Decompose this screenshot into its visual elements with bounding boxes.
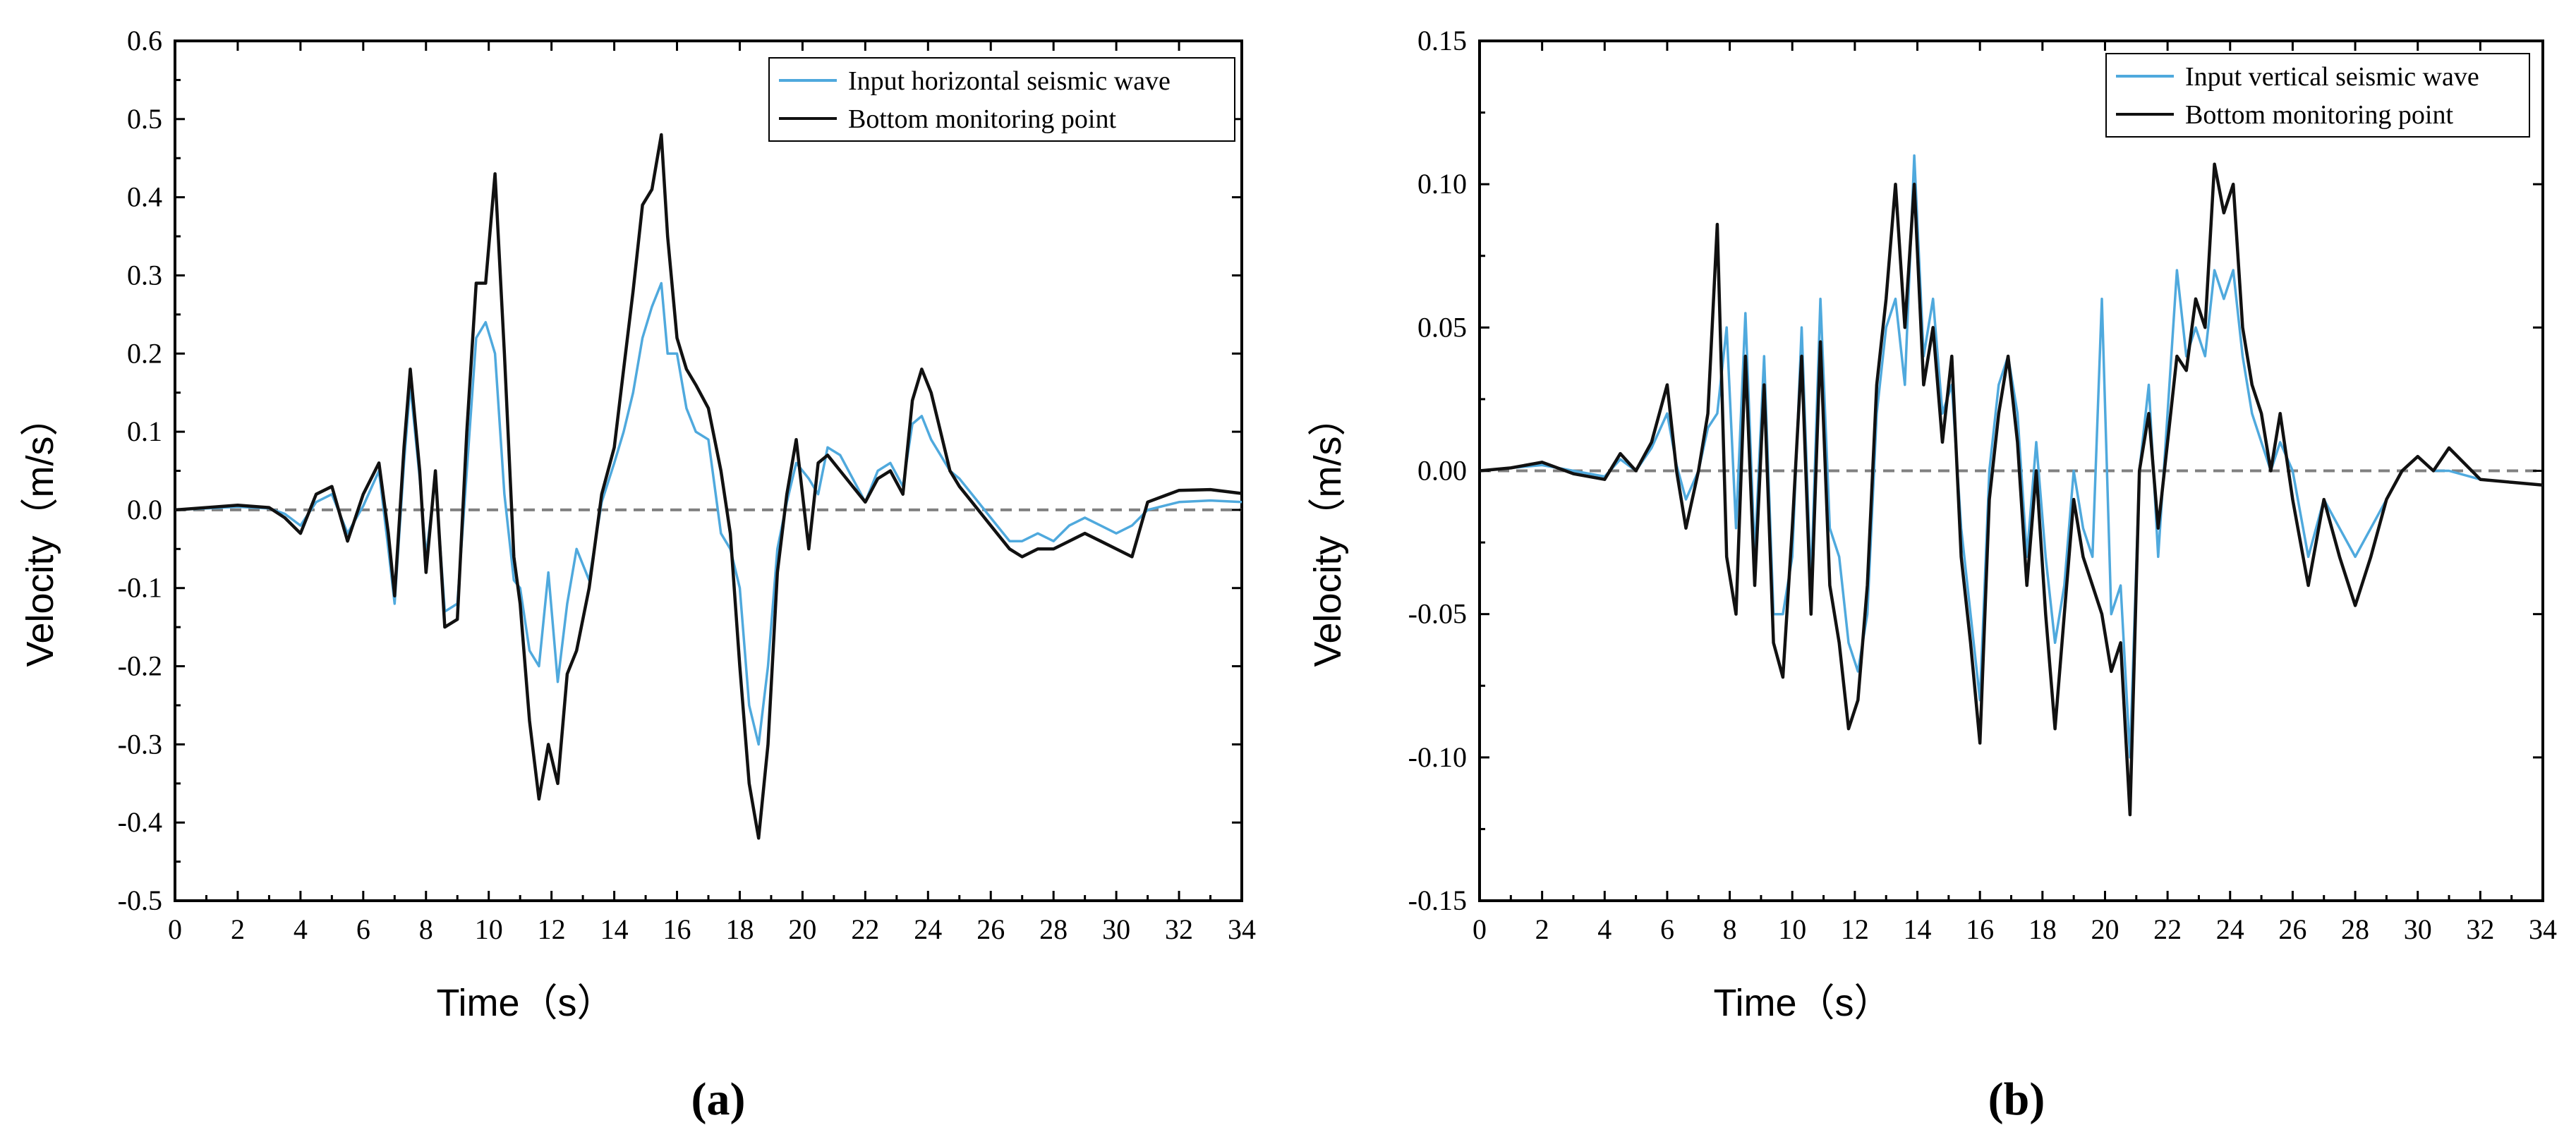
y-tick-label: -0.4	[118, 806, 162, 838]
y-tick-label: 0.05	[1417, 311, 1467, 343]
legend-box	[768, 57, 1235, 142]
x-tick-label: 12	[1841, 913, 1869, 945]
y-tick-label: 0.0	[127, 494, 162, 525]
x-tick-label: 26	[2278, 913, 2306, 945]
legend-b: Input vertical seismic wave Bottom monito…	[2105, 53, 2530, 138]
x-tick-label: 24	[914, 913, 942, 945]
y-tick-label: 0.1	[127, 415, 162, 447]
y-tick-label: -0.10	[1408, 741, 1467, 773]
series-line-bottom	[174, 133, 1242, 840]
x-tick-label: 10	[475, 913, 503, 945]
x-tick-label: 6	[356, 913, 370, 945]
y-tick-label: 0.15	[1417, 25, 1467, 56]
y-axis-ticks-a: -0.5 -0.4 -0.3 -0.2 -0.1 0.0 0.1 0.2 0.3 0.4 0.5 0.…	[118, 25, 1242, 916]
x-tick-label: 16	[663, 913, 691, 945]
y-axis-ticks-b: -0.15 -0.10 -0.05 0.00 0.05 0.10 0.15	[1408, 25, 2543, 916]
x-axis-title-b: Time（s）	[1714, 982, 1892, 1024]
y-axis-title-b: Velocity（m/s）	[1307, 398, 1349, 667]
x-tick-label: 22	[851, 913, 879, 945]
x-tick-label: 32	[1165, 913, 1193, 945]
legend-entry-label: Input horizontal seismic wave	[848, 66, 1171, 96]
y-tick-label: 0.10	[1417, 168, 1467, 200]
x-tick-label: 0	[168, 913, 182, 945]
x-tick-label: 28	[1039, 913, 1068, 945]
x-tick-label: 24	[2216, 913, 2244, 945]
series-lines-b	[1479, 154, 2544, 817]
y-tick-label: 0.00	[1417, 455, 1467, 487]
x-tick-label: 0	[1473, 913, 1487, 945]
y-tick-label: -0.3	[118, 728, 162, 760]
legend-entry-label: Bottom monitoring point	[848, 104, 1116, 134]
x-tick-label: 26	[976, 913, 1005, 945]
panel-label-a: (a)	[691, 1074, 746, 1125]
legend-a: Input horizontal seismic wave Bottom moni…	[768, 57, 1235, 142]
chart-panel-b: -0.15-0.10-0.050.000.050.100.15 0 2 4 6 8 10 1…	[1307, 25, 2557, 1125]
x-tick-label: 12	[538, 913, 566, 945]
legend-entry-label: Input vertical seismic wave	[2185, 62, 2479, 92]
series-line-input	[174, 281, 1242, 746]
y-tick-label: 0.6	[127, 25, 162, 56]
x-tick-label: 20	[2091, 913, 2119, 945]
x-tick-label: 4	[294, 913, 308, 945]
y-tick-label: -0.15	[1408, 884, 1467, 916]
x-tick-label: 32	[2466, 913, 2494, 945]
legend-box	[2105, 53, 2530, 138]
x-tick-label: 6	[1660, 913, 1674, 945]
y-tick-label: 0.4	[127, 181, 162, 213]
x-axis-ticks-a: 0 2 4 6 8 10 12 14 16 18 20 22 24 26 28 30 32 34	[168, 41, 1256, 945]
x-tick-label: 14	[1904, 913, 1932, 945]
x-tick-label: 18	[2028, 913, 2057, 945]
x-tick-label: 2	[1535, 913, 1549, 945]
x-axis-ticks-b: 0 2 4 6 8 10 12 14 16 18 20 22 24 26 28 30 32 34	[1473, 41, 2557, 945]
x-tick-label: 30	[1102, 913, 1130, 945]
x-tick-label: 8	[419, 913, 433, 945]
x-tick-label: 28	[2341, 913, 2369, 945]
y-tick-label: 0.3	[127, 259, 162, 291]
series-line-bottom	[1479, 162, 2544, 817]
panel-label-b: (b)	[1988, 1074, 2045, 1125]
plot-frame-a	[174, 39, 1243, 902]
y-tick-label: -0.1	[118, 572, 162, 604]
plot-frame-b	[1478, 39, 2544, 902]
x-tick-label: 30	[2404, 913, 2432, 945]
y-tick-label: -0.2	[118, 650, 162, 682]
x-axis-title-a: Time（s）	[437, 982, 615, 1024]
series-line-input	[1479, 154, 2544, 759]
y-tick-label: 0.5	[127, 103, 162, 135]
plot-border	[174, 39, 1243, 902]
x-tick-label: 2	[231, 913, 245, 945]
x-tick-label: 16	[1966, 913, 1994, 945]
series-lines-a	[174, 133, 1242, 840]
x-tick-label: 14	[600, 913, 629, 945]
y-tick-label: 0.2	[127, 337, 162, 369]
legend-entry-label: Bottom monitoring point	[2185, 100, 2453, 130]
x-tick-label: 34	[2529, 913, 2557, 945]
x-tick-label: 22	[2153, 913, 2182, 945]
x-tick-label: 20	[788, 913, 816, 945]
y-tick-label: -0.05	[1408, 598, 1467, 630]
x-tick-label: 4	[1597, 913, 1611, 945]
x-tick-label: 18	[725, 913, 754, 945]
x-tick-label: 10	[1778, 913, 1806, 945]
chart-panel-a: -0.5 -0.4 -0.3 -0.2 -0.1 0.0 0.1 0.2 0.3 0.4 0.5 0.…	[19, 25, 1256, 1125]
x-tick-label: 8	[1723, 913, 1737, 945]
y-tick-label: -0.5	[118, 884, 162, 916]
x-tick-label: 34	[1228, 913, 1256, 945]
y-axis-title-a: Velocity（m/s）	[19, 398, 61, 667]
